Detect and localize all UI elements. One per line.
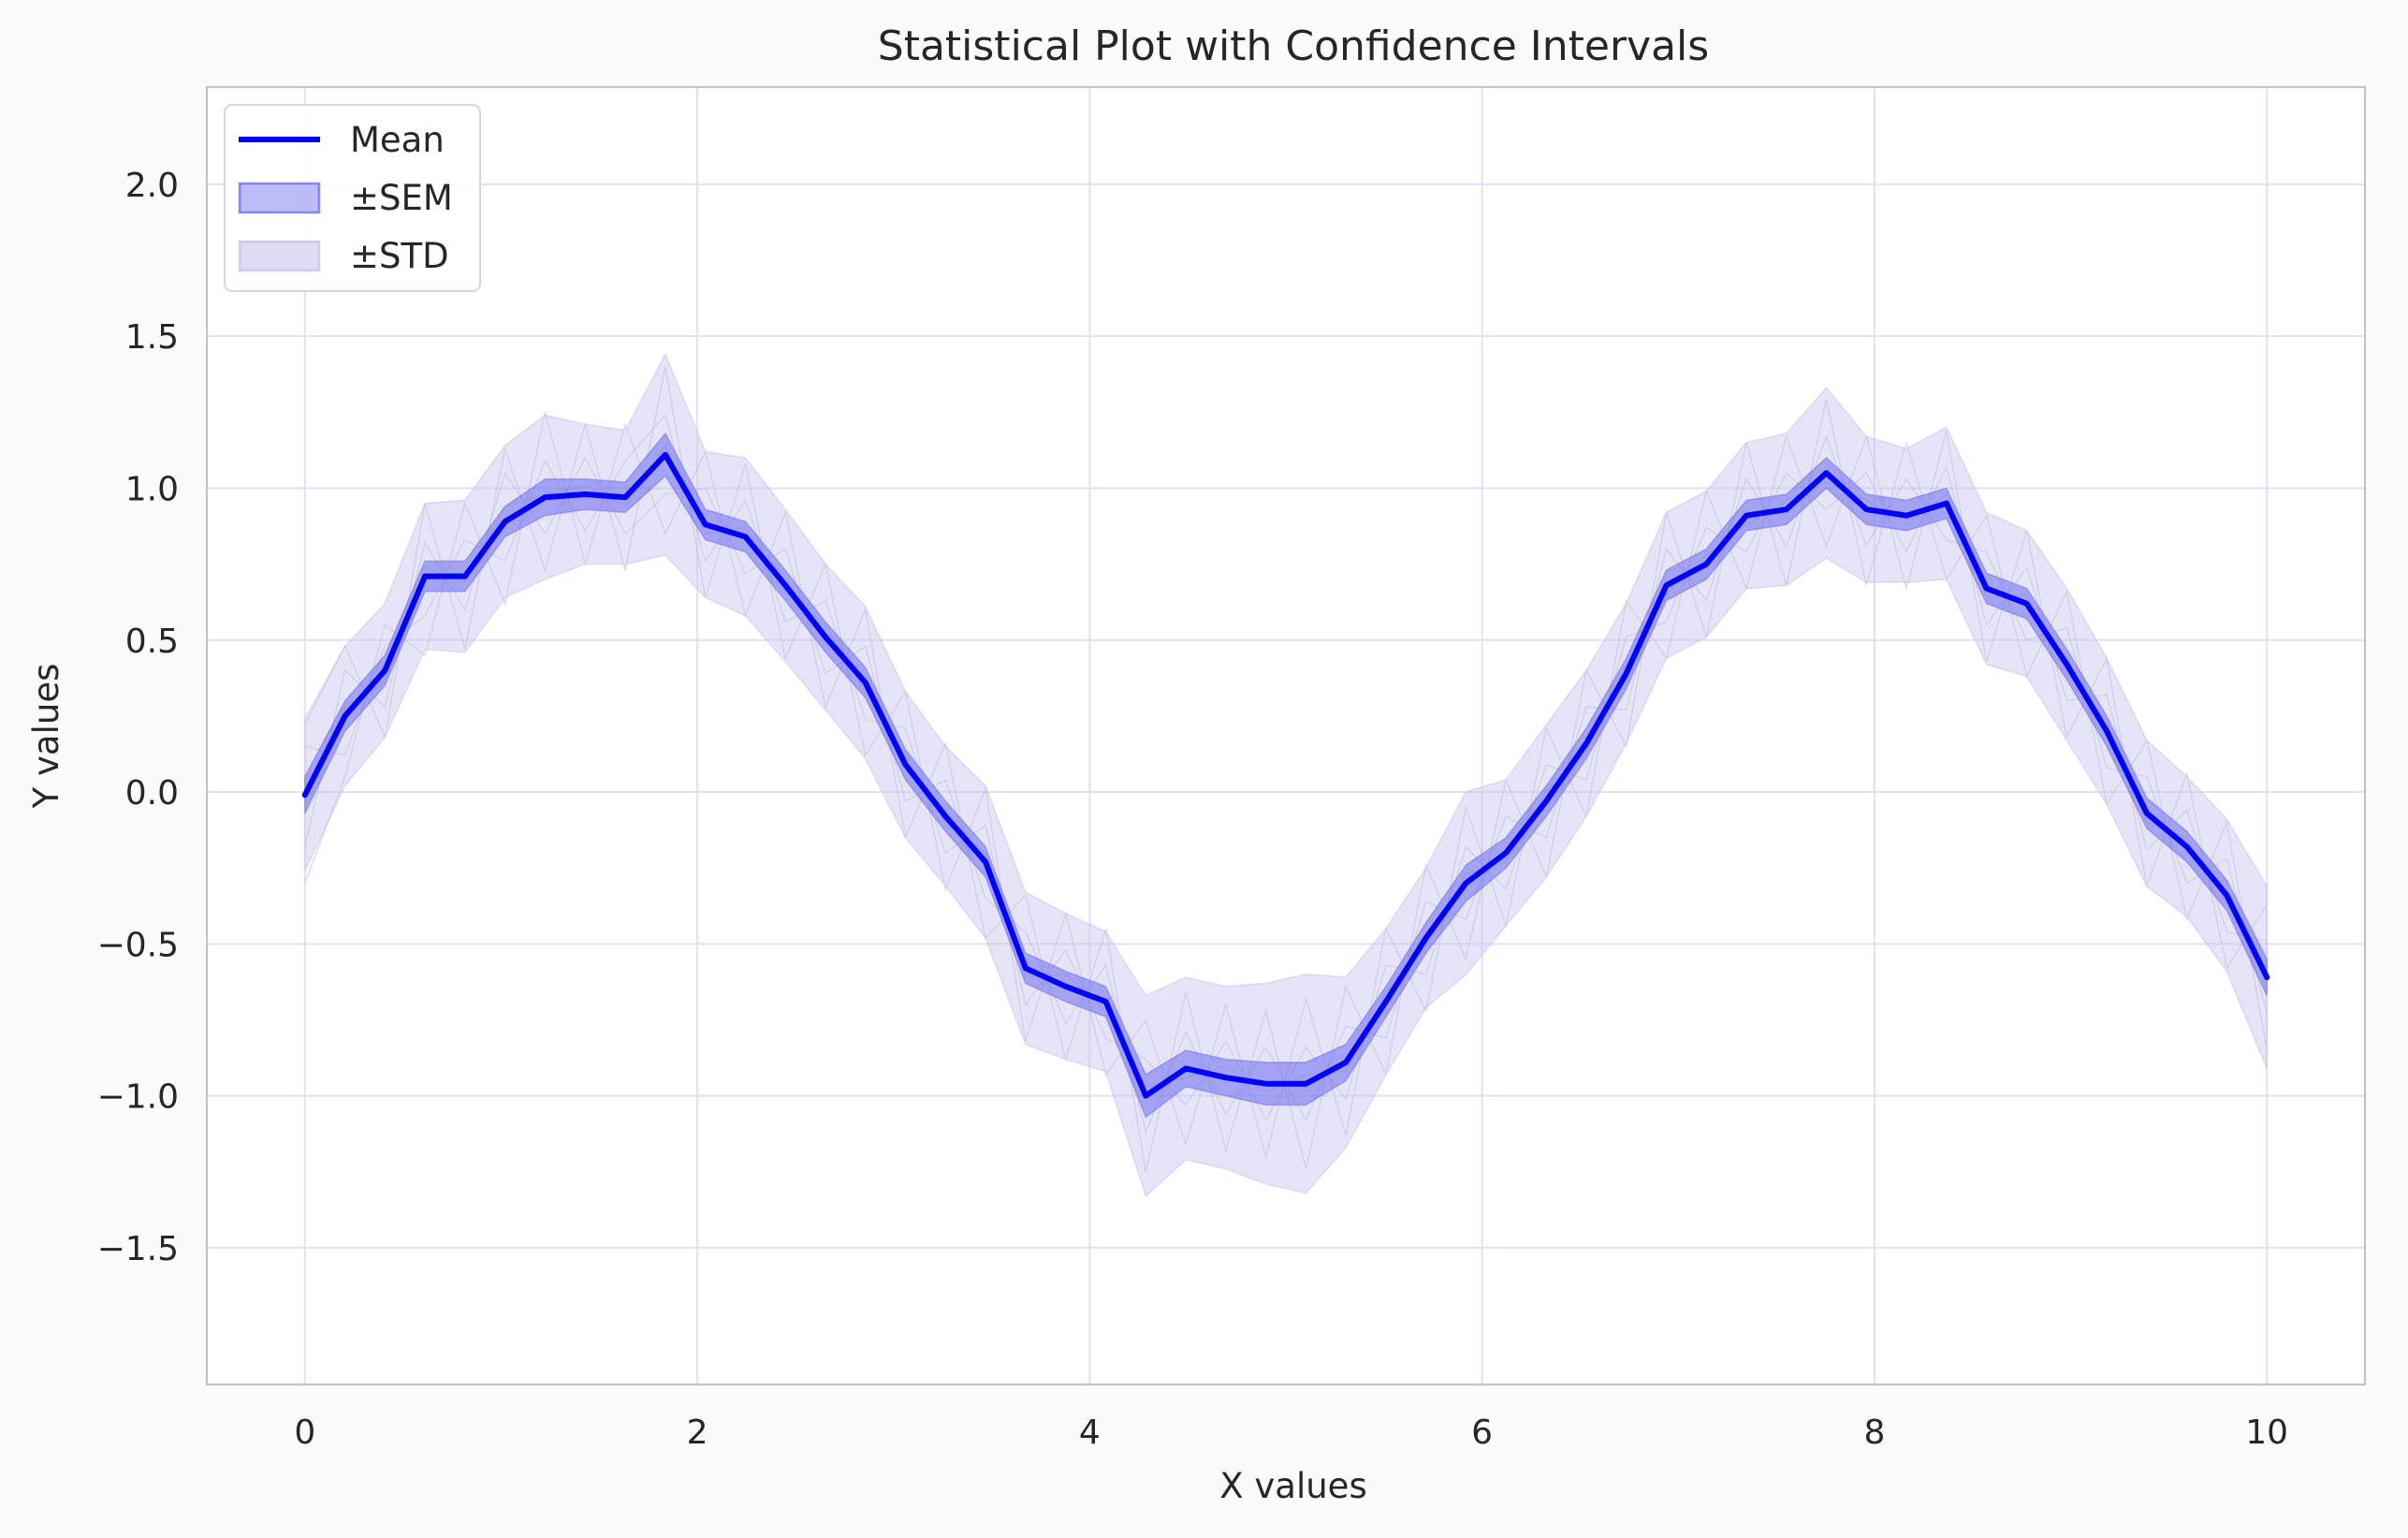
x-tick-label-4: 8 <box>1863 1413 1885 1452</box>
y-tick-label-5: 1.0 <box>125 470 179 508</box>
x-axis-label: X values <box>1219 1466 1366 1506</box>
chart-title: Statistical Plot with Confidence Interva… <box>878 22 1709 70</box>
legend-swatch-sem <box>238 182 321 214</box>
mean-line <box>301 451 2270 1099</box>
tick-labels: 0 2 4 6 8 10 −1.5 −1.0 −0.5 0.0 0.5 1.0 1.5 2.0 <box>97 167 2289 1452</box>
y-tick-label-4: 0.5 <box>125 623 179 661</box>
legend: Mean ±SEM ±STD <box>224 104 481 292</box>
y-tick-label-1: −1.0 <box>97 1078 179 1117</box>
legend-label-mean: Mean <box>350 120 445 160</box>
sem-band <box>304 432 2268 1119</box>
y-axis-label: Y values <box>26 664 66 810</box>
x-tick-label-1: 2 <box>687 1413 708 1452</box>
y-tick-label-0: −1.5 <box>97 1230 179 1268</box>
x-tick-label-3: 6 <box>1471 1413 1493 1452</box>
x-tick-label-0: 0 <box>294 1413 315 1452</box>
y-tick-label-2: −0.5 <box>97 926 179 964</box>
y-tick-label-6: 1.5 <box>125 318 179 357</box>
x-tick-label-5: 10 <box>2245 1413 2288 1452</box>
legend-label-sem: ±SEM <box>350 178 453 218</box>
y-tick-label-7: 2.0 <box>125 167 179 205</box>
x-tick-label-2: 4 <box>1079 1413 1101 1452</box>
legend-swatch-std <box>238 240 321 272</box>
grid-layer <box>207 87 2365 1384</box>
y-tick-label-3: 0.0 <box>125 774 179 813</box>
axes-frame <box>205 85 2367 1386</box>
std-band <box>304 352 2268 1198</box>
legend-label-std: ±STD <box>350 236 449 276</box>
plot-area <box>207 87 2365 1384</box>
